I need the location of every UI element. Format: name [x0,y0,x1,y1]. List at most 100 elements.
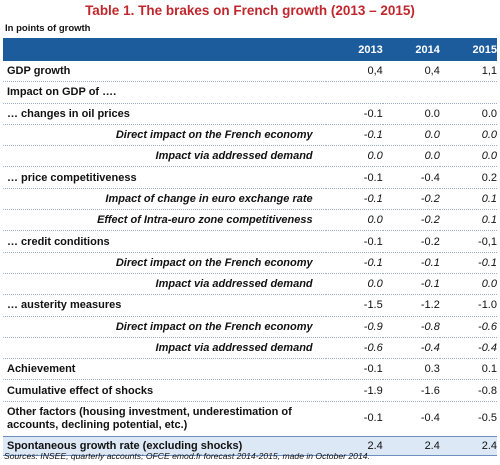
table-row: Cumulative effect of shocks -1.9 -1.6 -0.8 [3,379,497,402]
row-label: Impact on GDP of …. [3,81,326,104]
cell-value: 0.0 [382,103,440,125]
table-row: Impact of change in euro exchange rate -0… [3,188,497,211]
cell-value: -0.4 [439,337,497,360]
cell-value: 0.1 [439,358,497,381]
cell-value: -1.9 [325,379,383,402]
cell-value: -0,1 [439,230,497,253]
row-label: Impact via addressed demand [3,145,326,168]
column-header: 2014 [382,38,440,61]
table-row: Direct impact on the French economy -0.1-… [3,252,497,274]
cell-value: -0.1 [325,252,383,274]
cell-value: 0.0 [439,145,497,168]
cell-value: 0.0 [382,145,440,168]
table-row: … austerity measures -1.5 -1.2 -1.0 [3,294,497,317]
column-header: 2015 [439,38,497,61]
cell-value: 0.0 [439,273,497,296]
cell-value: 0,4 [382,61,440,83]
row-label: Other factors (housing investment, under… [3,401,326,437]
cell-value: -0.6 [325,337,383,360]
cell-value: 0.0 [439,103,497,125]
cell-value: -0.1 [325,401,383,437]
table-row: Achievement -0.1 0.3 0.1 [3,358,497,381]
cell-value: 0.1 [439,209,497,232]
column-header: 2013 [325,38,383,61]
cell-value: 0.0 [325,273,383,296]
cell-value: -0.5 [439,401,497,437]
cell-value: 0,4 [325,61,383,83]
cell-value: 2.4 [325,435,383,456]
header-cell [3,38,326,61]
row-label: … austerity measures [3,294,326,317]
table-row: … credit conditions -0.1 -0.2 -0,1 [3,230,497,253]
row-label: Impact via addressed demand [3,273,326,296]
row-label: Direct impact on the French economy [3,124,326,147]
cell-value: -0.1 [325,124,383,147]
cell-value: -0.9 [325,316,383,338]
row-label: Achievement [3,358,326,381]
table-row: Impact via addressed demand -0.6 -0.4 -0.4 [3,337,497,360]
cell-value: 0.0 [439,124,497,147]
row-label: Direct impact on the French economy [3,252,326,274]
cell-value: -0.1 [325,103,383,125]
cell-value: -0.1 [325,230,383,253]
row-label: Impact of change in euro exchange rate [3,188,326,211]
cell-value: 2.4 [382,435,440,456]
row-label: Spontaneous growth rate (excluding shock… [3,435,326,456]
empty-cell [439,81,497,104]
table-row: Direct impact on the French economy -0.9-… [3,316,497,338]
row-label: Cumulative effect of shocks [3,379,326,402]
row-label: Effect of Intra-euro zone competitivenes… [3,209,326,232]
cell-value: 0.2 [439,166,497,189]
table-row: Effect of Intra-euro zone competitivenes… [3,209,497,232]
cell-value: -0.1 [382,252,440,274]
cell-value: -0.8 [439,379,497,402]
cell-value: -0.4 [382,166,440,189]
cell-value: -0.1 [325,188,383,211]
table-row: Impact on GDP of …. [3,81,497,104]
table-row: … price competitiveness -0.1 -0.4 0.2 [3,166,497,189]
cell-value: -0.2 [382,230,440,253]
cell-value: 0.0 [325,145,383,168]
table-row: GDP growth 0,4 0,4 1,1 [3,61,497,83]
cell-value: -0.4 [382,401,440,437]
cell-value: -0.1 [325,166,383,189]
cell-value: -0.8 [382,316,440,338]
source-note: Sources: INSEE, quarterly accounts; OFCE… [4,451,370,461]
cell-value: 2.4 [439,435,497,456]
table-row: … changes in oil prices -0.1 0.0 0.0 [3,103,497,125]
table: 2013 2014 2015 GDP growth 0,4 0,4 1,1 Impact on… [3,38,497,456]
header-row: 2013 2014 2015 [3,38,497,61]
cell-value: -1.0 [439,294,497,317]
cell-value: -0.1 [325,358,383,381]
table-subtitle: In points of growth [5,23,91,34]
cell-value: -1.5 [325,294,383,317]
row-label: Impact via addressed demand [3,337,326,360]
cell-value: 0.0 [382,124,440,147]
cell-value: -0.6 [439,316,497,338]
cell-value: -0.2 [382,188,440,211]
table-row: Spontaneous growth rate (excluding shock… [3,435,497,456]
cell-value: -0.2 [382,209,440,232]
table-row: Direct impact on the French economy -0.1 0… [3,124,497,147]
cell-value: -1.2 [382,294,440,317]
row-label: … changes in oil prices [3,103,326,125]
cell-value: 0.0 [325,209,383,232]
table-row: Other factors (housing investment, under… [3,401,497,437]
row-label: … credit conditions [3,230,326,253]
cell-value: 1,1 [439,61,497,83]
table-row: Impact via addressed demand 0.0 -0.1 0.0 [3,273,497,296]
empty-cell [325,81,383,104]
cell-value: 0.3 [382,358,440,381]
table-title: Table 1. The brakes on French growth (20… [85,3,415,18]
table-row: Impact via addressed demand 0.0 0.0 0.0 [3,145,497,168]
cell-value: -0.4 [382,337,440,360]
row-label: Direct impact on the French economy [3,316,326,338]
row-label: GDP growth [3,61,326,83]
cell-value: 0.1 [439,188,497,211]
cell-value: -0.1 [439,252,497,274]
empty-cell [382,81,440,104]
cell-value: -0.1 [382,273,440,296]
cell-value: -1.6 [382,379,440,402]
row-label: … price competitiveness [3,166,326,189]
